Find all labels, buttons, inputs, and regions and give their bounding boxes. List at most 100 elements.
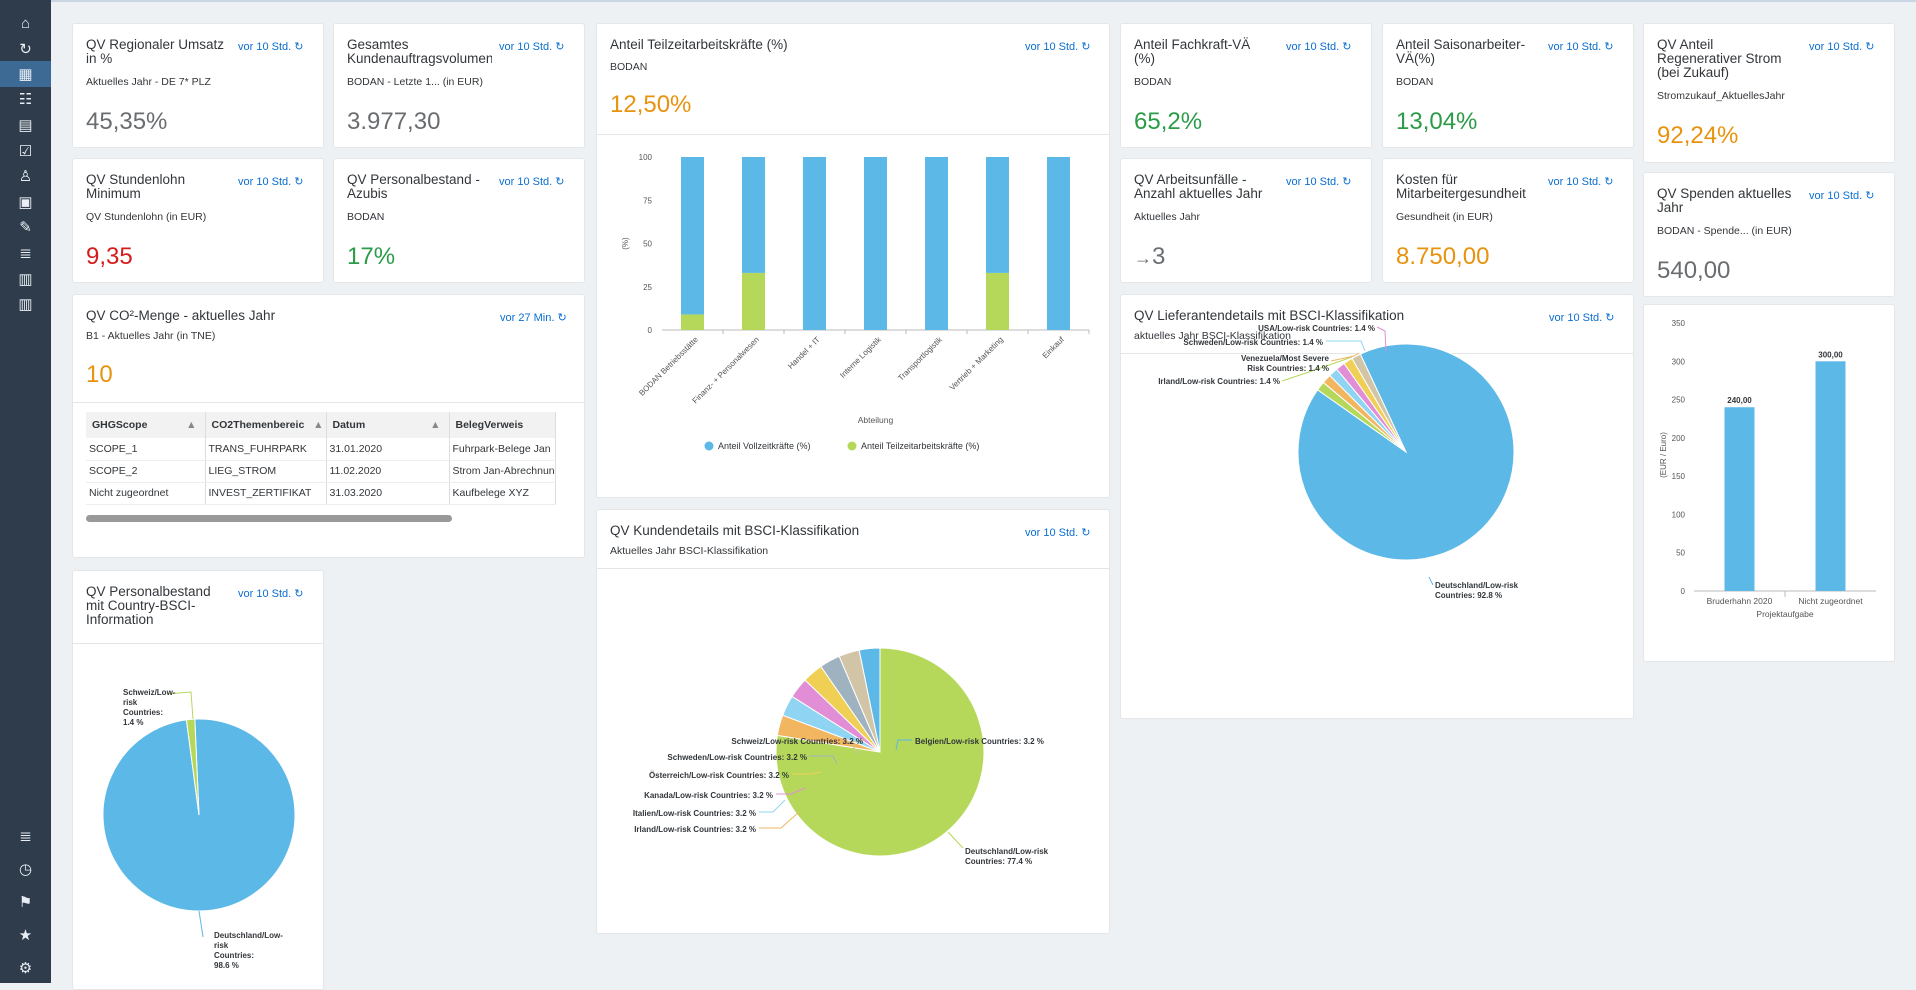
pie-label: Kanada/Low-risk Countries: 3.2 % bbox=[644, 791, 773, 800]
tile-co2-menge[interactable]: QV CO²-Menge - aktuelles Jahr vor 27 Min… bbox=[72, 294, 585, 558]
leader-line bbox=[759, 811, 800, 829]
column-header[interactable]: BelegVerweis bbox=[449, 412, 556, 438]
tile-kundendetails[interactable]: QV Kundendetails mit BSCI-Klassifikation… bbox=[596, 509, 1110, 934]
org-chart-icon[interactable]: ▦ bbox=[0, 61, 51, 87]
column-header[interactable]: CO2Themenbereic ▲ bbox=[205, 412, 327, 438]
leader-line bbox=[792, 771, 822, 775]
tile-title: Gesamtes Kundenauftragsvolumen bbox=[347, 38, 492, 66]
refresh-icon: ↻ bbox=[1605, 312, 1615, 324]
bar bbox=[1047, 157, 1070, 330]
updated-text: vor 10 Std. bbox=[238, 176, 292, 188]
document-icon[interactable]: ▤ bbox=[18, 117, 33, 134]
tile-teilzeit[interactable]: Anteil Teilzeitarbeitskräfte (%) vor 10 … bbox=[596, 23, 1110, 498]
data-label: 240,00 bbox=[1727, 396, 1752, 405]
refresh-link[interactable]: vor 10 Std. ↻ bbox=[1025, 526, 1090, 539]
tile-subtitle: BODAN bbox=[1134, 76, 1172, 88]
kpi-value: →3 bbox=[1134, 243, 1165, 271]
refresh-link[interactable]: vor 10 Std. ↻ bbox=[1809, 40, 1874, 53]
list-icon[interactable]: ≣ bbox=[19, 245, 32, 262]
kpi-value: 10 bbox=[86, 361, 113, 388]
x-tick-label: Bruderhahn 2020 bbox=[1707, 596, 1773, 606]
user-list-icon[interactable]: ☷ bbox=[18, 91, 33, 108]
flag-icon[interactable]: ⚑ bbox=[18, 894, 33, 911]
home-icon[interactable]: ⌂ bbox=[20, 14, 31, 32]
table-cell: LIEG_STROM bbox=[205, 460, 327, 483]
tile-subtitle: Aktuelles Jahr BSCI-Klassifikation bbox=[610, 545, 769, 557]
tile-kundenauftragsvolumen[interactable]: Gesamtes Kundenauftragsvolumen vor 10 St… bbox=[333, 23, 585, 148]
clock-icon[interactable]: ◷ bbox=[18, 861, 33, 878]
person-icon[interactable]: ♙ bbox=[18, 168, 33, 185]
updated-text: vor 10 Std. bbox=[1286, 176, 1340, 188]
horizontal-scrollbar[interactable] bbox=[86, 515, 452, 522]
tile-spenden-chart[interactable]: 350 300 250 200 150 100 50 0 (EUR / Euro) 240,00 B… bbox=[1643, 304, 1895, 662]
tile-lieferantendetails[interactable]: QV Lieferantendetails mit BSCI-Klassifik… bbox=[1120, 294, 1634, 719]
y-tick-label: 200 bbox=[1672, 434, 1686, 443]
refresh-link[interactable]: vor 27 Min. ↻ bbox=[500, 311, 567, 324]
refresh-link[interactable]: vor 10 Std. ↻ bbox=[1548, 175, 1613, 188]
table-cell: 11.02.2020 bbox=[326, 460, 450, 483]
refresh-link[interactable]: vor 10 Std. ↻ bbox=[1025, 40, 1090, 53]
refresh-link[interactable]: vor 10 Std. ↻ bbox=[499, 175, 564, 188]
table-row[interactable]: Nicht zugeordnet INVEST_ZERTIFIKAT 31.03.2… bbox=[86, 482, 556, 505]
sort-icon[interactable]: ▲ bbox=[430, 419, 441, 431]
table-cell: 31.01.2020 bbox=[326, 438, 450, 461]
factory-icon[interactable]: ▥ bbox=[18, 296, 33, 313]
pie-label: Schweden/Low-risk Countries: 3.2 % bbox=[667, 753, 807, 762]
pie-label: Countries: 92.8 % bbox=[1435, 591, 1502, 600]
refresh-link[interactable]: vor 10 Std. ↻ bbox=[1548, 40, 1613, 53]
redo-icon[interactable]: ↻ bbox=[19, 41, 32, 58]
refresh-link[interactable]: vor 10 Std. ↻ bbox=[1286, 40, 1351, 53]
updated-text: vor 10 Std. bbox=[1809, 190, 1863, 202]
table-row[interactable]: SCOPE_1 TRANS_FUHRPARK 31.01.2020 Fuhrpark-… bbox=[86, 438, 556, 461]
tile-regenerativer-strom[interactable]: QV Anteil Regenerativer Strom (bei Zukau… bbox=[1643, 23, 1895, 163]
table-cell: Strom Jan-Abrechnun bbox=[449, 460, 556, 483]
tile-saisonarbeiter[interactable]: Anteil Saisonarbeiter-VÄ(%) vor 10 Std. … bbox=[1382, 23, 1634, 148]
sort-icon[interactable]: ▲ bbox=[186, 419, 197, 431]
tile-subtitle: BODAN bbox=[347, 211, 385, 223]
x-tick-label: Handel + IT bbox=[786, 335, 822, 371]
refresh-link[interactable]: vor 10 Std. ↻ bbox=[1809, 189, 1874, 202]
refresh-icon: ↻ bbox=[1865, 41, 1875, 53]
user-edit-icon[interactable]: ✎ bbox=[19, 219, 32, 236]
leader-line bbox=[1281, 356, 1353, 382]
leader-line bbox=[1376, 326, 1387, 352]
refresh-link[interactable]: vor 10 Std. ↻ bbox=[238, 587, 303, 600]
pie-label: Countries: bbox=[123, 708, 163, 717]
tile-arbeitsunfaelle[interactable]: QV Arbeitsunfälle - Anzahl aktuelles Jah… bbox=[1120, 158, 1372, 283]
tile-stundenlohn[interactable]: QV Stundenlohn Minimum vor 10 Std. ↻ QV … bbox=[72, 158, 324, 283]
calendar-icon[interactable]: ▣ bbox=[18, 194, 33, 211]
table-cell: 31.03.2020 bbox=[326, 482, 450, 505]
checklist-icon[interactable]: ☑ bbox=[18, 143, 33, 160]
tile-personalbestand-bsci[interactable]: QV Personalbestand mit Country-BSCI-Info… bbox=[72, 570, 324, 990]
sort-icon[interactable]: ▲ bbox=[313, 419, 324, 431]
y-tick-label: 0 bbox=[1681, 587, 1686, 596]
refresh-link[interactable]: vor 10 Std. ↻ bbox=[1286, 175, 1351, 188]
kpi-value: 13,04% bbox=[1396, 108, 1478, 135]
tile-spenden[interactable]: QV Spenden aktuelles Jahr vor 10 Std. ↻ … bbox=[1643, 172, 1895, 297]
list-icon[interactable]: ≣ bbox=[19, 828, 32, 845]
tile-mitarbeitergesundheit[interactable]: Kosten für Mitarbeitergesundheit vor 10 … bbox=[1382, 158, 1634, 283]
column-header[interactable]: GHGScope ▲ bbox=[86, 412, 206, 438]
factory-icon[interactable]: ▥ bbox=[18, 271, 33, 288]
tile-title: QV Regionaler Umsatz in % bbox=[86, 37, 225, 66]
pie-label: 98.6 % bbox=[214, 961, 239, 970]
refresh-icon: ↻ bbox=[1604, 176, 1614, 188]
tile-regionaler-umsatz[interactable]: QV Regionaler Umsatz in % vor 10 Std. ↻ … bbox=[72, 23, 324, 148]
refresh-link[interactable]: vor 10 Std. ↻ bbox=[238, 175, 303, 188]
favorite-list-icon[interactable]: ★ bbox=[18, 927, 33, 944]
pie-label: Risk Countries: 1.4 % bbox=[1247, 364, 1329, 373]
refresh-link[interactable]: vor 10 Std. ↻ bbox=[1549, 311, 1614, 324]
updated-text: vor 10 Std. bbox=[1025, 41, 1079, 53]
x-tick-label: Transportlogistik bbox=[896, 334, 944, 382]
tile-fachkraft[interactable]: Anteil Fachkraft-VÄ (%) vor 10 Std. ↻ BO… bbox=[1120, 23, 1372, 148]
updated-text: vor 27 Min. bbox=[500, 312, 555, 324]
tile-subtitle: Stromzukauf_AktuellesJahr bbox=[1657, 90, 1785, 102]
pie-label: Schweiz/Low-risk Countries: 3.2 % bbox=[731, 737, 863, 746]
column-header[interactable]: Datum ▲ bbox=[326, 412, 450, 438]
tile-azubis[interactable]: QV Personalbestand - Azubis vor 10 Std. … bbox=[333, 158, 585, 283]
refresh-link[interactable]: vor 10 Std. ↻ bbox=[238, 40, 303, 53]
table-cell: SCOPE_2 bbox=[86, 460, 206, 483]
table-row[interactable]: SCOPE_2 LIEG_STROM 11.02.2020 Strom Jan-Abr… bbox=[86, 460, 556, 483]
settings-icon[interactable]: ⚙ bbox=[18, 960, 33, 977]
refresh-link[interactable]: vor 10 Std. ↻ bbox=[499, 40, 564, 53]
